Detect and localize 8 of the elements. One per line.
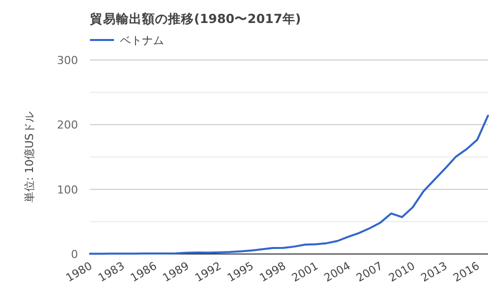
y-tick-label: 100 xyxy=(57,183,78,196)
chart-title: 貿易輸出額の推移(1980〜2017年) xyxy=(89,11,302,26)
line-series xyxy=(89,114,489,255)
y-axis-title: 単位: 10億USドル xyxy=(23,111,36,203)
y-tick-label: 300 xyxy=(57,54,78,67)
y-tick-label: 200 xyxy=(57,118,78,132)
legend-label: ベトナム xyxy=(120,34,164,47)
y-tick-label: 0 xyxy=(71,248,78,261)
